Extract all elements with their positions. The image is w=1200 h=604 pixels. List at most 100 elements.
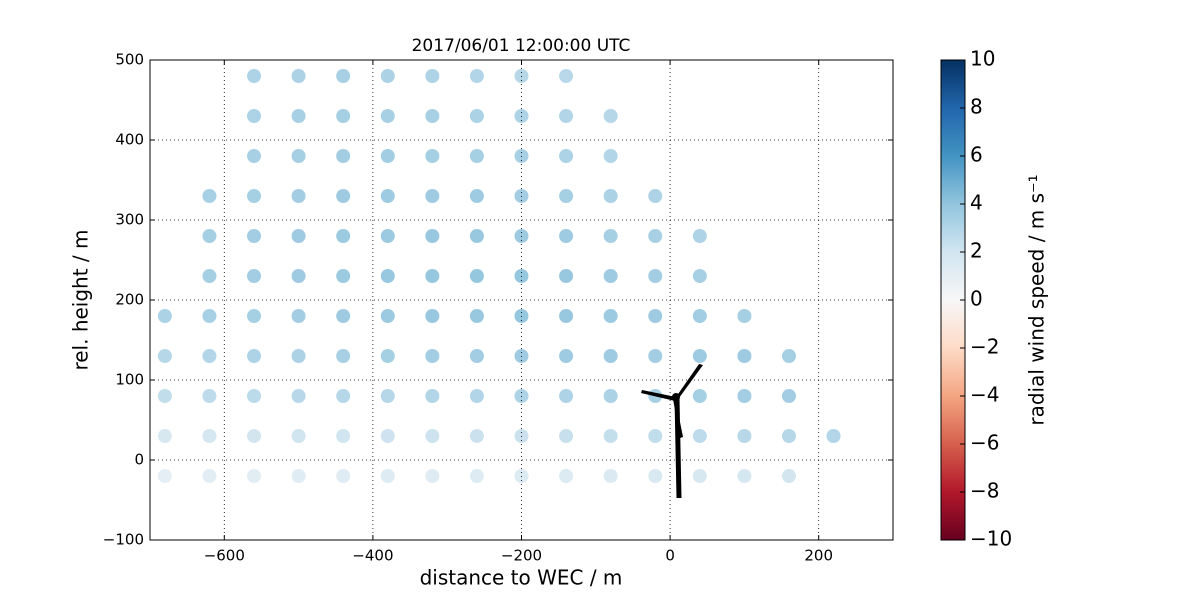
scan-point (157, 429, 172, 443)
scan-point (291, 349, 306, 363)
scan-point (380, 189, 395, 203)
scan-point (603, 189, 618, 203)
scan-point (202, 309, 217, 323)
x-tick-label: −200 (501, 547, 542, 565)
colorbar-tick-label: −6 (970, 431, 999, 455)
y-tick-label: 500 (115, 51, 144, 69)
scan-point (291, 429, 306, 443)
scan-point (559, 349, 574, 363)
scan-point (469, 429, 484, 443)
scan-point (648, 309, 663, 323)
colorbar-tick-label: −10 (970, 527, 1012, 551)
scan-points (157, 69, 841, 483)
scan-point (603, 349, 618, 363)
colorbar-tick-label: −8 (970, 479, 999, 503)
scan-point (648, 229, 663, 243)
scan-point (692, 269, 707, 283)
scan-point (291, 469, 306, 483)
scan-point (425, 149, 440, 163)
colorbar-tick-label: 2 (970, 239, 983, 263)
scan-point (291, 109, 306, 123)
scan-point (603, 229, 618, 243)
scan-point (425, 229, 440, 243)
scan-point (469, 109, 484, 123)
scan-point (559, 269, 574, 283)
scan-point (336, 389, 351, 403)
scan-point (202, 269, 217, 283)
scan-point (425, 69, 440, 83)
scan-point (247, 389, 262, 403)
scan-point (247, 429, 262, 443)
scan-point (781, 429, 796, 443)
scan-point (336, 189, 351, 203)
y-tick-label: 0 (134, 451, 144, 469)
scan-point (425, 109, 440, 123)
scan-point (291, 189, 306, 203)
scan-point (469, 309, 484, 323)
scan-point (291, 69, 306, 83)
x-tick-label: 200 (804, 547, 833, 565)
scan-point (336, 69, 351, 83)
scan-point (559, 469, 574, 483)
x-tick-label: 0 (665, 547, 675, 565)
scan-point (157, 469, 172, 483)
scan-point (425, 189, 440, 203)
scan-point (380, 309, 395, 323)
x-tick-label: −600 (204, 547, 245, 565)
y-axis-label: rel. height / m (69, 229, 93, 370)
scan-point (469, 469, 484, 483)
scan-point (336, 349, 351, 363)
scan-point (202, 389, 217, 403)
scan-point (336, 229, 351, 243)
scan-point (336, 149, 351, 163)
scan-point (157, 309, 172, 323)
scan-point (737, 389, 752, 403)
scan-point (202, 469, 217, 483)
scan-point (737, 349, 752, 363)
scan-point (336, 109, 351, 123)
scan-point (380, 469, 395, 483)
scan-point (336, 429, 351, 443)
scan-point (648, 469, 663, 483)
scan-point (202, 429, 217, 443)
scan-point (559, 189, 574, 203)
scan-point (469, 269, 484, 283)
scan-point (157, 389, 172, 403)
scan-point (291, 389, 306, 403)
scan-point (380, 389, 395, 403)
scan-point (737, 309, 752, 323)
scan-point (469, 149, 484, 163)
scan-point (648, 189, 663, 203)
x-axis-label: distance to WEC / m (420, 566, 623, 590)
y-tick-label: 400 (115, 131, 144, 149)
colorbar-tick-label: 6 (970, 143, 983, 167)
scan-point (692, 229, 707, 243)
scan-point (247, 189, 262, 203)
scan-point (291, 229, 306, 243)
scan-point (737, 469, 752, 483)
wind-turbine (641, 364, 703, 499)
scan-point (202, 189, 217, 203)
scan-point (603, 389, 618, 403)
y-tick-label: 100 (115, 371, 144, 389)
scan-point (469, 349, 484, 363)
scan-point (692, 349, 707, 363)
scan-point (425, 429, 440, 443)
colorbar-tick-label: 8 (970, 95, 983, 119)
colorbar-label: radial wind speed / m s⁻¹ (1025, 174, 1049, 425)
x-tick-label: −400 (352, 547, 393, 565)
scan-point (291, 149, 306, 163)
scan-point (692, 389, 707, 403)
scan-point (247, 269, 262, 283)
colorbar-tick-label: −4 (970, 383, 999, 407)
scan-point (603, 429, 618, 443)
scan-point (247, 349, 262, 363)
scan-point (692, 309, 707, 323)
y-tick-label: 200 (115, 291, 144, 309)
chart-title: 2017/06/01 12:00:00 UTC (412, 36, 631, 56)
scan-point (648, 429, 663, 443)
scan-point (559, 309, 574, 323)
scan-point (469, 189, 484, 203)
scan-point (559, 229, 574, 243)
